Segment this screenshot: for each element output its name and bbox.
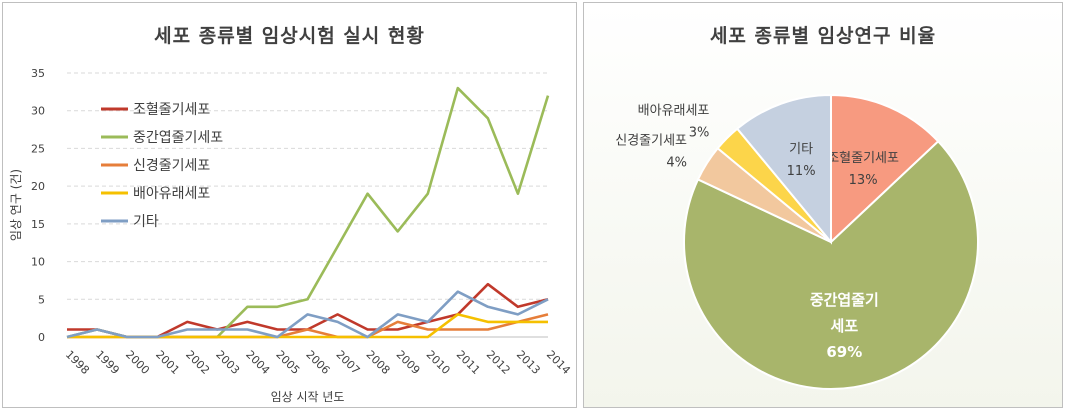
x-tick-label: 2009 xyxy=(394,348,423,377)
x-tick-label: 2005 xyxy=(273,348,302,377)
x-tick-label: 2011 xyxy=(454,348,483,377)
legend-label: 신경줄기세포 xyxy=(133,158,210,174)
x-tick-label: 2002 xyxy=(183,348,212,377)
pie-category-label: 조혈줄기세포 xyxy=(827,151,899,166)
x-tick-label: 2004 xyxy=(243,348,272,377)
pie-slice xyxy=(683,139,979,390)
y-tick-label: 5 xyxy=(38,293,45,306)
y-tick-label: 10 xyxy=(31,256,45,269)
y-tick-label: 25 xyxy=(31,142,45,155)
x-tick-label: 2001 xyxy=(153,348,182,377)
legend-label: 배아유래세포 xyxy=(133,186,210,202)
pie-percent-label: 4% xyxy=(666,156,687,171)
pie-category-label: 세포 xyxy=(831,317,859,335)
legend-label: 중간엽줄기세포 xyxy=(133,130,223,146)
x-tick-label: 1998 xyxy=(63,348,92,377)
y-tick-label: 0 xyxy=(38,331,45,344)
x-tick-label: 2007 xyxy=(333,348,362,377)
x-tick-label: 2006 xyxy=(303,348,332,377)
legend-label: 기타 xyxy=(133,214,159,230)
pie-category-label: 신경줄기세포 xyxy=(615,134,687,149)
pie-percent-label: 69% xyxy=(826,343,862,361)
y-tick-label: 35 xyxy=(31,67,45,80)
x-tick-label: 2014 xyxy=(544,348,573,377)
x-axis-label: 임상 시작 년도 xyxy=(271,390,345,404)
legend-label: 조혈줄기세포 xyxy=(133,102,210,118)
pie-percent-label: 3% xyxy=(689,125,710,140)
y-tick-label: 15 xyxy=(31,218,45,231)
series-line xyxy=(67,313,548,339)
pie-percent-label: 11% xyxy=(787,164,816,179)
x-tick-label: 2012 xyxy=(484,348,513,377)
x-tick-label: 2000 xyxy=(123,348,152,377)
x-tick-label: 1999 xyxy=(93,348,122,377)
line-chart-title: 세포 종류별 임상시험 실시 현황 xyxy=(154,25,425,47)
pie-slice xyxy=(830,93,940,245)
pie-category-label: 배아유래세포 xyxy=(638,103,710,118)
pie-category-label: 중간엽줄기 xyxy=(810,291,879,309)
series-line xyxy=(66,290,549,339)
x-tick-label: 2010 xyxy=(424,348,453,377)
pie-category-label: 기타 xyxy=(789,142,813,157)
pie-chart: 조혈줄기세포 13% 중간엽줄기세포 69% 신경줄기세포 4% 배아유래세포 3% 기타 11% xyxy=(615,93,979,390)
y-axis-label: 임상 연구 (건) xyxy=(9,169,23,241)
x-tick-label: 2008 xyxy=(364,348,393,377)
y-tick-label: 20 xyxy=(31,180,45,193)
line-chart-panel: 세포 종류별 임상시험 실시 현황 0 5 10 15 20 25 30 35 1998 1999… xyxy=(2,2,577,408)
pie-slice xyxy=(735,93,832,245)
y-tick-label: 30 xyxy=(31,105,45,118)
pie-chart-title: 세포 종류별 임상연구 비율 xyxy=(709,25,937,47)
pie-percent-label: 13% xyxy=(849,173,878,188)
x-tick-label: 2013 xyxy=(514,348,543,377)
x-tick-label: 2003 xyxy=(213,348,242,377)
